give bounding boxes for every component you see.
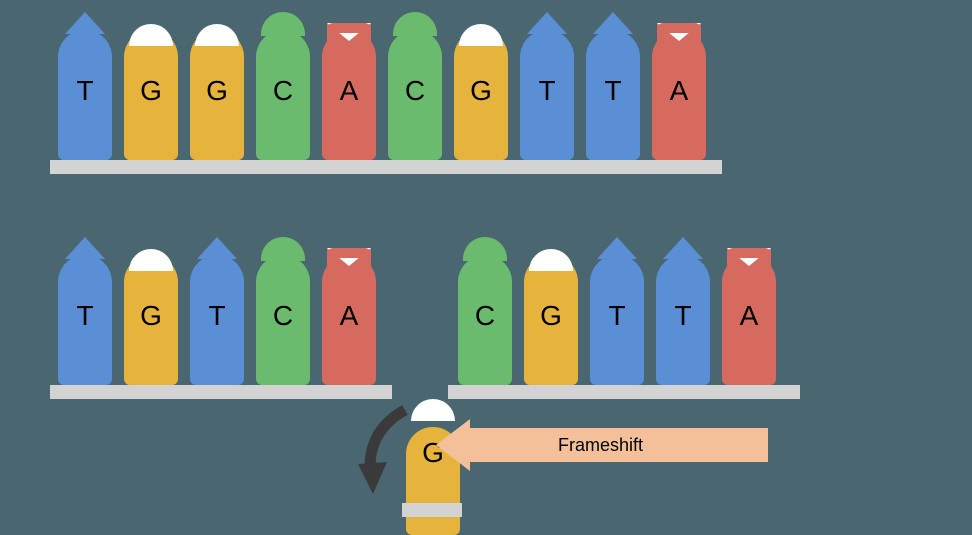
nucleotide-tip [597, 237, 637, 259]
nucleotide-letter: T [190, 300, 244, 332]
nucleotide-letter: G [454, 75, 508, 107]
nucleotide-letter: G [190, 75, 244, 107]
nucleotide-A: A [722, 245, 776, 385]
nucleotide-letter: A [652, 75, 706, 107]
nucleotide-G: G [124, 20, 178, 160]
nucleotide-letter: T [58, 300, 112, 332]
nucleotide-A: A [322, 20, 376, 160]
nucleotide-letter: T [520, 75, 574, 107]
nucleotide-T: T [190, 245, 244, 385]
nucleotide-tip [593, 12, 633, 34]
nucleotide-tip [129, 24, 173, 46]
platform-row2b [448, 385, 800, 399]
sequence-row-2b: CGTTA [458, 245, 788, 385]
nucleotide-letter: T [58, 75, 112, 107]
nucleotide-tip [65, 12, 105, 34]
arrow-head-icon [436, 419, 470, 471]
nucleotide-C: C [388, 20, 442, 160]
nucleotide-tip [727, 248, 771, 266]
nucleotide-letter: G [124, 75, 178, 107]
nucleotide-tip [529, 249, 573, 271]
nucleotide-C: C [256, 20, 310, 160]
nucleotide-tip [261, 237, 305, 261]
nucleotide-tip [327, 23, 371, 41]
nucleotide-letter: A [722, 300, 776, 332]
nucleotide-letter: T [586, 75, 640, 107]
nucleotide-A: A [652, 20, 706, 160]
nucleotide-tip [197, 237, 237, 259]
nucleotide-tip [393, 12, 437, 36]
frameshift-label: Frameshift [558, 435, 643, 456]
nucleotide-T: T [590, 245, 644, 385]
nucleotide-letter: C [388, 75, 442, 107]
nucleotide-tip [261, 12, 305, 36]
nucleotide-T: T [58, 20, 112, 160]
nucleotide-letter: C [256, 75, 310, 107]
nucleotide-G: G [524, 245, 578, 385]
nucleotide-T: T [656, 245, 710, 385]
nucleotide-G: G [190, 20, 244, 160]
nucleotide-letter: A [322, 75, 376, 107]
nucleotide-letter: T [656, 300, 710, 332]
platform-row1 [50, 160, 722, 174]
nucleotide-G: G [124, 245, 178, 385]
nucleotide-tip [527, 12, 567, 34]
platform-row2a [50, 385, 392, 399]
nucleotide-T: T [58, 245, 112, 385]
nucleotide-tip [195, 24, 239, 46]
nucleotide-A: A [322, 245, 376, 385]
nucleotide-T: T [586, 20, 640, 160]
sequence-row-2a: TGTCA [58, 245, 388, 385]
nucleotide-tip [65, 237, 105, 259]
nucleotide-C: C [458, 245, 512, 385]
nucleotide-tip [663, 237, 703, 259]
nucleotide-letter: A [322, 300, 376, 332]
nucleotide-T: T [520, 20, 574, 160]
nucleotide-tip [657, 23, 701, 41]
sequence-row-1: TGGCACGTTA [58, 20, 718, 160]
nucleotide-letter: T [590, 300, 644, 332]
nucleotide-letter: G [124, 300, 178, 332]
nucleotide-letter: C [458, 300, 512, 332]
nucleotide-tip [129, 249, 173, 271]
nucleotide-tip [327, 248, 371, 266]
nucleotide-G: G [454, 20, 508, 160]
curved-arrow-icon [350, 400, 430, 515]
arrow-shaft: Frameshift [468, 428, 768, 462]
nucleotide-letter: C [256, 300, 310, 332]
nucleotide-tip [459, 24, 503, 46]
nucleotide-letter: G [524, 300, 578, 332]
nucleotide-C: C [256, 245, 310, 385]
nucleotide-tip [463, 237, 507, 261]
